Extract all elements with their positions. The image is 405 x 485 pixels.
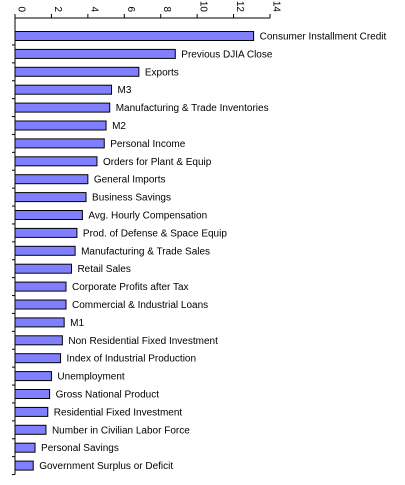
category-label: M2 xyxy=(112,121,126,132)
category-label: M1 xyxy=(70,318,84,329)
bar xyxy=(14,192,87,203)
bar xyxy=(14,156,98,167)
bar xyxy=(14,120,107,131)
category-label: Unemployment xyxy=(57,372,124,383)
category-label: Manufacturing & Trade Inventories xyxy=(116,103,269,114)
x-tick-label: 12 xyxy=(234,1,245,13)
bar xyxy=(14,406,49,417)
bar xyxy=(14,66,140,77)
category-label: Business Savings xyxy=(92,193,171,204)
bar xyxy=(14,102,111,113)
x-tick-label: 10 xyxy=(198,1,209,13)
category-label: Exports xyxy=(145,67,179,78)
bar xyxy=(14,210,83,220)
x-tick-label: 8 xyxy=(161,6,172,12)
bar xyxy=(14,353,62,364)
x-tick-label: 14 xyxy=(271,1,282,13)
x-tick-label: 4 xyxy=(88,6,99,12)
bar xyxy=(14,442,36,453)
bar xyxy=(14,299,67,310)
category-label: Previous DJIA Close xyxy=(181,49,273,60)
bar xyxy=(14,138,105,149)
bar xyxy=(14,389,51,399)
category-label: Non Residential Fixed Investment xyxy=(68,336,218,347)
bar xyxy=(14,245,76,256)
bar xyxy=(14,174,89,185)
category-label: Personal Savings xyxy=(41,443,119,454)
bar xyxy=(14,84,113,95)
x-axis: 0 2 4 6 8 10 12 14 xyxy=(14,1,282,19)
category-label: Prod. of Defense & Space Equip xyxy=(83,228,227,239)
category-label: Orders for Plant & Equip xyxy=(103,157,212,168)
bar xyxy=(14,424,47,435)
bars xyxy=(14,31,255,471)
category-label: Commercial & Industrial Loans xyxy=(72,300,208,311)
bar xyxy=(14,227,78,238)
category-label: Gross National Product xyxy=(56,390,160,401)
x-tick-label: 6 xyxy=(125,6,136,12)
bar xyxy=(14,263,72,274)
category-label: Manufacturing & Trade Sales xyxy=(81,246,210,257)
category-label: Government Surplus or Deficit xyxy=(39,461,173,472)
bar xyxy=(14,317,65,328)
category-label: Retail Sales xyxy=(77,264,130,275)
bar xyxy=(14,460,34,471)
category-label: Avg. Hourly Compensation xyxy=(88,211,207,222)
x-tick-label: 0 xyxy=(16,6,27,12)
category-label: Consumer Installment Credit xyxy=(260,32,387,43)
category-label: Personal Income xyxy=(110,139,185,150)
category-label: Residential Fixed Investment xyxy=(54,407,183,418)
category-labels: Consumer Installment Credit Previous DJIA… xyxy=(39,32,386,473)
bar xyxy=(14,31,255,41)
bar xyxy=(14,281,67,292)
category-label: Index of Industrial Production xyxy=(67,354,197,365)
x-tick-label: 2 xyxy=(52,6,63,12)
bar xyxy=(14,48,176,59)
category-label: General Imports xyxy=(94,175,166,186)
category-label: M3 xyxy=(118,85,132,96)
bar xyxy=(14,371,52,382)
category-label: Corporate Profits after Tax xyxy=(72,282,189,293)
category-label: Number in Civilian Labor Force xyxy=(52,425,190,436)
bar xyxy=(14,335,63,346)
